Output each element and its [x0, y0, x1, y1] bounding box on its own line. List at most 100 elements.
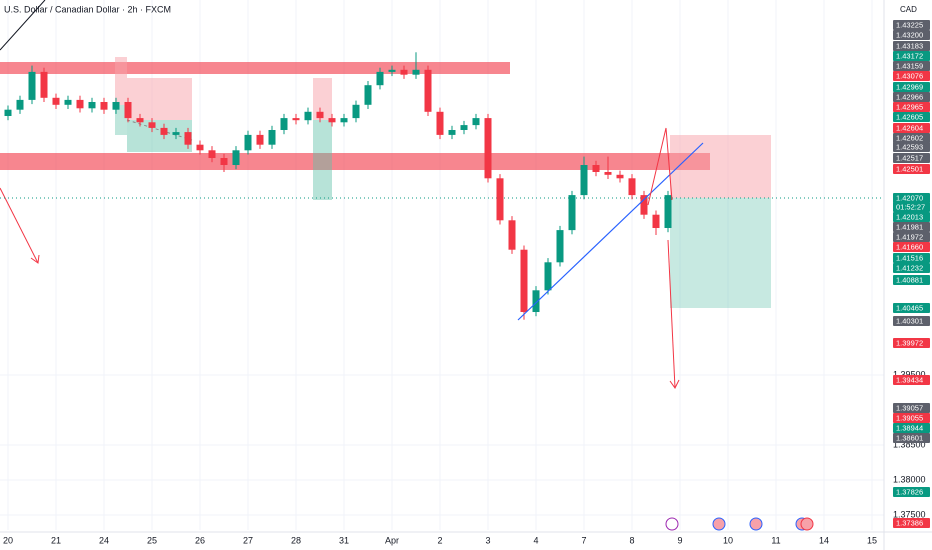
candle-body: [388, 69, 396, 72]
position-risk: [313, 78, 332, 120]
price-label-box: [893, 202, 930, 212]
x-tick-label: 7: [581, 535, 586, 545]
candle-body: [28, 71, 36, 100]
candle-body: [412, 69, 420, 75]
price-label: 1.42501: [896, 164, 923, 173]
candle-body: [484, 118, 492, 179]
price-label-box: [893, 193, 930, 203]
price-label-box: [893, 61, 930, 71]
x-tick-label: 27: [243, 535, 253, 545]
candle-body: [148, 122, 156, 128]
price-label: 1.42605: [896, 112, 923, 121]
price-label-box: [893, 222, 930, 232]
candle-body: [184, 132, 192, 145]
candle-body: [580, 164, 588, 196]
y-tick-label: 1.38500: [893, 439, 926, 449]
price-label-box: [893, 303, 930, 313]
price-label-box: [893, 82, 930, 92]
candle-body: [460, 125, 468, 130]
price-label: 1.43172: [896, 51, 923, 60]
price-label-box: [893, 142, 930, 152]
arrow-head: [669, 379, 680, 389]
arrow: [0, 187, 39, 264]
y-tick-label: 1.37500: [893, 509, 926, 519]
candle-body: [16, 99, 24, 110]
candle-body: [328, 118, 336, 123]
price-label-box: [893, 275, 930, 285]
candle-body: [640, 195, 648, 215]
price-label-box: [893, 212, 930, 222]
price-label-box: [893, 518, 930, 528]
x-tick-label: 11: [771, 535, 780, 545]
event-icon[interactable]: [749, 517, 763, 531]
price-label-box: [893, 51, 930, 61]
price-label: 1.42966: [896, 92, 923, 101]
price-label: 1.43183: [896, 41, 923, 50]
supply-zone: [0, 62, 510, 74]
price-label: 1.40301: [896, 316, 923, 325]
price-label-box: [893, 102, 930, 112]
price-label-box: [893, 423, 930, 433]
candle-body: [316, 111, 324, 119]
price-label: 1.37386: [896, 518, 923, 527]
x-tick-label: 10: [723, 535, 733, 545]
position-risk: [670, 135, 771, 198]
candle-body: [568, 195, 576, 231]
candle-body: [376, 71, 384, 86]
currency: CAD: [900, 5, 917, 14]
candle-body: [268, 129, 276, 145]
candle-body: [340, 118, 348, 123]
event-icon[interactable]: [800, 517, 814, 531]
price-label-box: [893, 92, 930, 102]
y-tick-label: 1.39500: [893, 369, 926, 379]
event-icon[interactable]: [712, 517, 726, 531]
price-label: 1.41516: [896, 253, 923, 262]
grid: [0, 0, 884, 530]
candle-body: [136, 118, 144, 123]
price-label-box: [893, 403, 930, 413]
x-tick-label: 14: [819, 535, 829, 545]
candle-body: [532, 290, 540, 313]
price-label-box: [893, 413, 930, 423]
candle-body: [604, 171, 612, 175]
candle-body: [292, 118, 300, 121]
price-label-box: [893, 41, 930, 51]
price-label-box: [893, 375, 930, 385]
candle-body: [472, 118, 480, 126]
price-label: 1.40465: [896, 303, 923, 312]
position-risk: [115, 57, 127, 105]
x-tick-label: 8: [629, 535, 634, 545]
position-path: [126, 119, 193, 141]
price-label: 1.39972: [896, 338, 923, 347]
price-label: 1.39057: [896, 403, 923, 412]
candle-body: [352, 104, 360, 119]
price-label: 1.41232: [896, 263, 923, 272]
position-target: [115, 105, 127, 135]
event-icon[interactable]: [665, 517, 679, 531]
price-label: 1.38601: [896, 433, 923, 442]
x-tick-label: 26: [195, 535, 205, 545]
candle-body: [160, 127, 168, 135]
candle-body: [664, 195, 672, 229]
candle-body: [64, 99, 72, 105]
price-label-box: [893, 253, 930, 263]
candle-body: [496, 178, 504, 221]
price-label-box: [893, 153, 930, 163]
price-label-box: [893, 164, 930, 174]
candle-body: [40, 71, 48, 98]
price-label: 1.41660: [896, 242, 923, 251]
price-label: 1.42602: [896, 133, 923, 142]
candle-body: [424, 69, 432, 112]
price-label-box: [893, 71, 930, 81]
x-tick-label: 31: [339, 535, 349, 545]
candle-body: [400, 69, 408, 75]
candle-body: [304, 111, 312, 121]
supply-zone: [0, 153, 710, 170]
arrow-head: [30, 254, 40, 264]
position-target: [127, 120, 192, 152]
chart-title: U.S. Dollar / Canadian Dollar · 2h · FXC…: [4, 4, 171, 14]
arrow: [667, 239, 676, 389]
candle-body: [76, 99, 84, 109]
price-label: 1.39434: [896, 375, 923, 384]
